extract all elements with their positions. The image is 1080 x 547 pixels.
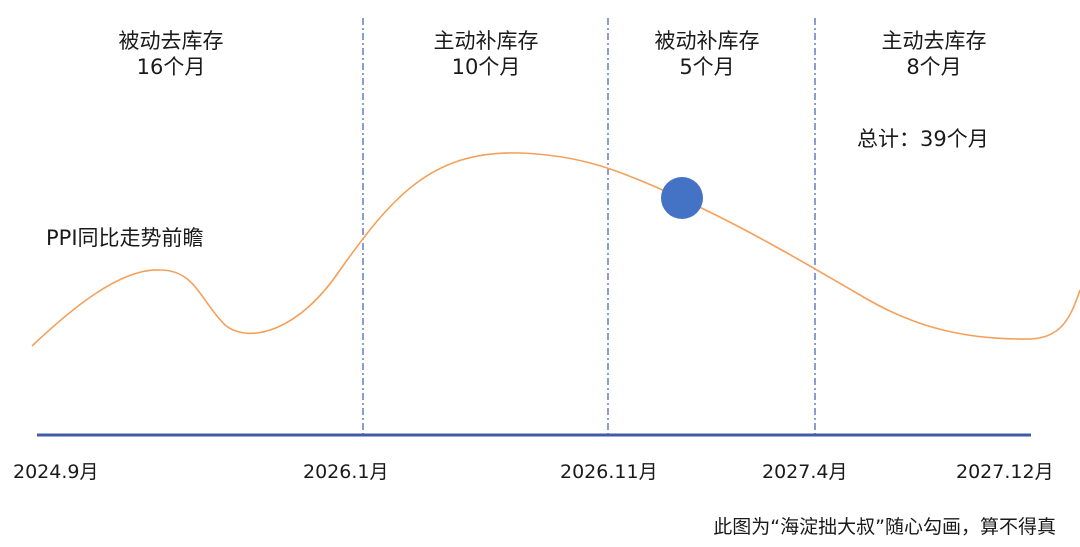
phase-duration: 10个月 xyxy=(451,55,521,79)
series-label: PPI同比走势前瞻 xyxy=(46,226,204,250)
phase-name: 被动补库存 xyxy=(654,29,760,53)
phase-label-active-restocking: 主动补库存 10个月 xyxy=(386,28,586,80)
current-position-marker xyxy=(661,177,703,219)
disclaimer-caption: 此图为“海淀拙大叔”随心勾画，算不得真 xyxy=(713,516,1056,538)
x-tick-label: 2027.12月 xyxy=(956,461,1054,483)
x-tick-label: 2024.9月 xyxy=(13,461,99,483)
phase-name: 主动补库存 xyxy=(433,29,539,53)
x-tick-label: 2026.1月 xyxy=(303,461,389,483)
phase-duration: 16个月 xyxy=(136,55,206,79)
phase-label-passive-restocking: 被动补库存 5个月 xyxy=(607,28,807,80)
ppi-trend-curve xyxy=(31,152,1080,347)
phase-label-passive-destocking: 被动去库存 16个月 xyxy=(71,28,271,80)
phase-name: 被动去库存 xyxy=(118,29,224,53)
phase-label-active-destocking: 主动去库存 8个月 xyxy=(834,28,1034,80)
total-duration-label: 总计：39个月 xyxy=(857,127,989,151)
phase-duration: 5个月 xyxy=(679,55,735,79)
x-tick-label: 2027.4月 xyxy=(762,461,848,483)
x-tick-label: 2026.11月 xyxy=(560,461,658,483)
phase-name: 主动去库存 xyxy=(881,29,987,53)
phase-duration: 8个月 xyxy=(906,55,962,79)
